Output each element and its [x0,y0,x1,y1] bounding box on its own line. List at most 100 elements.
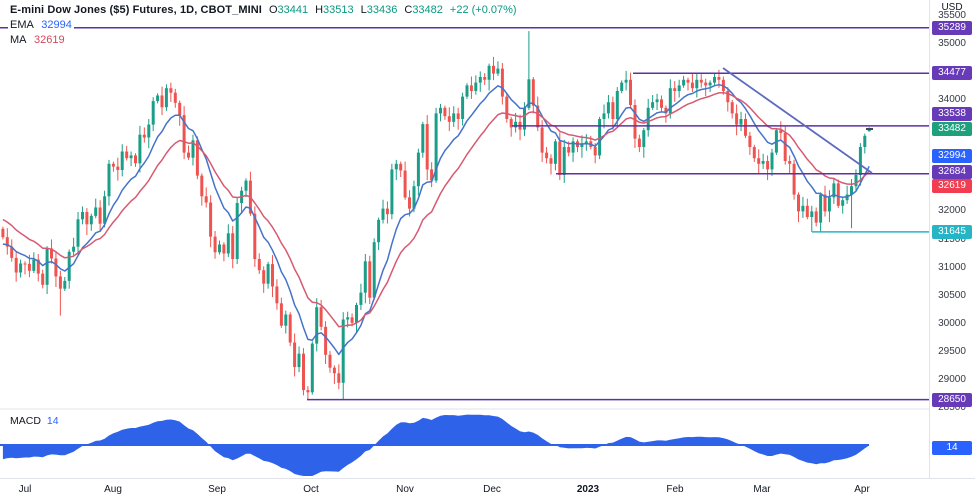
price-badge-32994: 32994 [932,149,972,163]
ema-legend-row[interactable]: EMA 32994 [8,18,74,32]
currency-label: USD [941,2,963,13]
candle-down [783,133,787,161]
candle-up [151,101,155,125]
candle-down [116,166,120,170]
ema-line[interactable] [2,83,870,356]
candle-up [624,79,628,83]
trend-line[interactable] [722,67,873,174]
macd-indicator[interactable] [0,414,870,476]
candle-up [147,124,151,138]
candle-up [832,183,836,198]
candles-layer[interactable] [1,31,871,400]
candle-down [456,113,460,119]
candle-up [107,163,111,197]
candle-up [606,102,610,114]
candle-down [178,102,182,116]
candle-up [129,155,133,159]
candle-down [160,95,164,108]
candle-down [805,205,809,217]
candle-down [368,261,372,298]
candle-down [36,259,40,274]
candle-up [461,96,465,119]
candle-up [514,121,518,128]
candle-up [310,343,314,393]
candle-up [412,186,416,209]
candle-up [677,85,681,91]
candle-up [523,107,526,130]
macd-legend-row[interactable]: MACD 14 [8,415,61,427]
candle-down [142,134,146,138]
price-tick-label: 30500 [938,290,966,301]
candle-down [279,303,283,326]
macd-area [2,414,870,476]
candle-down [253,213,257,260]
price-badge-32684: 32684 [932,165,972,179]
candle-down [704,82,708,86]
candle-down [41,273,45,285]
candle-up [602,113,606,119]
candle-up [478,77,482,83]
time-label-Apr: Apr [854,484,870,495]
time-label-Feb: Feb [666,484,684,495]
candle-down [288,314,292,343]
price-tick-label: 29500 [938,346,966,357]
price-badge-32619: 32619 [932,179,972,193]
ma-value: 32619 [33,34,65,46]
candle-down [222,244,226,254]
candle-up [465,85,469,97]
candle-down [792,163,796,195]
candle-up [284,314,288,326]
candle-up [363,261,367,293]
ma-label: MA [10,34,26,46]
candle-up [598,119,602,156]
ma-line[interactable] [2,91,870,328]
time-label-Aug: Aug [104,484,122,495]
candle-down [797,194,800,212]
candle-up [841,200,845,206]
moving-average-lines[interactable] [2,83,870,356]
price-badge-33538: 33538 [932,107,972,121]
candle-up [72,246,76,252]
candle-down [735,113,739,125]
candle-up [695,79,699,89]
candle-down [505,96,509,119]
ma-legend-row[interactable]: MA 32619 [8,33,67,47]
price-tick-label: 31000 [938,262,966,273]
candle-up [226,233,230,254]
candle-down [611,102,615,119]
candle-up [527,79,531,108]
candle-up [103,196,107,224]
candle-up [63,280,67,289]
candle-down [200,175,204,197]
candle-down [408,197,411,209]
candle-up [191,140,195,158]
candle-down [385,208,389,215]
candle-down [319,307,323,327]
candle-down [125,151,129,159]
user-drawings-layer[interactable] [0,27,929,401]
candle-down [350,317,354,323]
price-axis[interactable]: 35500 35000 34000 32000 31500 31000 30500 30000… [929,0,975,478]
candle-down [430,169,434,181]
candle-up [580,144,584,147]
price-badge-31645: 31645 [932,225,972,239]
symbol-legend-row[interactable]: E-mini Dow Jones ($5) Futures, 1D, CBOT_… [8,3,519,17]
candle-down [492,65,495,74]
candle-up [439,107,442,114]
candle-up [801,205,805,212]
candle-down [447,116,451,122]
candle-up [863,135,867,147]
candle-up [32,259,36,271]
candle-up [244,180,248,191]
price-tick-label: 30000 [938,318,966,329]
candle-up [372,242,376,298]
candle-down [337,373,341,383]
candle-down [50,248,53,259]
ema-label: EMA [10,19,34,31]
candle-down [173,92,177,103]
candle-down [690,82,694,89]
candle-down [231,233,235,260]
time-axis[interactable]: Jul Aug Sep Oct Nov Dec 2023 Feb Mar Apr [0,478,975,501]
